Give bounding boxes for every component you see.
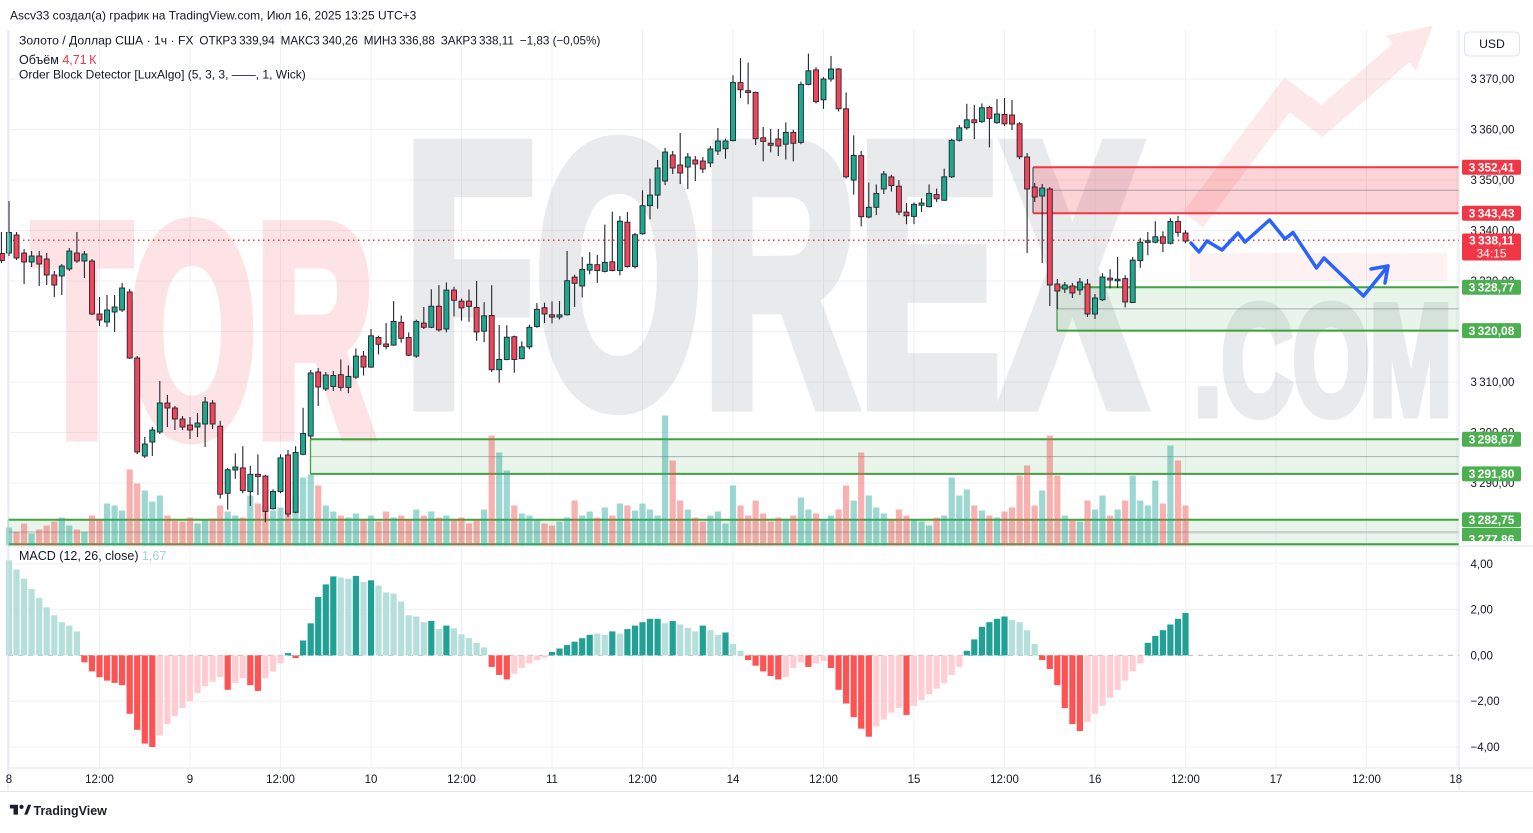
- svg-text:11: 11: [546, 774, 558, 786]
- svg-text:12:00: 12:00: [266, 774, 295, 786]
- svg-text:3 338,11: 3 338,11: [1469, 234, 1514, 248]
- svg-text:.COM: .COM: [1194, 274, 1452, 448]
- svg-text:3 352,41: 3 352,41: [1469, 161, 1515, 175]
- svg-text:4,00: 4,00: [1471, 559, 1493, 571]
- svg-text:12:00: 12:00: [809, 774, 838, 786]
- svg-text:FOREX: FOREX: [404, 66, 1145, 482]
- svg-text:MACD (12, 26, close) 1,67: MACD (12, 26, close) 1,67: [19, 549, 166, 563]
- svg-text:Ascv33 создал(а) график на Tra: Ascv33 создал(а) график на TradingView.c…: [10, 9, 417, 23]
- svg-text:12:00: 12:00: [85, 774, 114, 786]
- svg-text:17: 17: [1270, 774, 1283, 786]
- svg-text:16: 16: [1089, 774, 1102, 786]
- svg-text:−4,00: −4,00: [1471, 742, 1500, 754]
- svg-text:3 360,00: 3 360,00: [1471, 125, 1515, 137]
- svg-text:12:00: 12:00: [628, 774, 657, 786]
- svg-text:2,00: 2,00: [1471, 605, 1493, 617]
- svg-text:3 291,80: 3 291,80: [1469, 467, 1515, 481]
- svg-text:Order Block Detector [LuxAlgo]: Order Block Detector [LuxAlgo] (5, 3, 3,…: [19, 68, 306, 82]
- svg-text:3 343,43: 3 343,43: [1469, 207, 1515, 221]
- svg-text:9: 9: [187, 774, 193, 786]
- svg-text:3 370,00: 3 370,00: [1471, 74, 1515, 86]
- svg-text:3 282,75: 3 282,75: [1469, 513, 1515, 527]
- svg-text:TradingView: TradingView: [34, 804, 108, 818]
- svg-text:3 350,00: 3 350,00: [1471, 175, 1515, 187]
- svg-text:10: 10: [365, 774, 378, 786]
- svg-text:USD: USD: [1479, 37, 1505, 51]
- svg-text:14: 14: [727, 774, 740, 786]
- svg-text:Золото / Доллар США · 1ч · FX: Золото / Доллар США · 1ч · FX ОТКР3 339,…: [19, 34, 600, 48]
- svg-text:12:00: 12:00: [1352, 774, 1381, 786]
- svg-text:12:00: 12:00: [990, 774, 1019, 786]
- svg-text:8: 8: [6, 774, 12, 786]
- svg-text:−2,00: −2,00: [1471, 696, 1500, 708]
- svg-text:3 310,00: 3 310,00: [1471, 377, 1515, 389]
- svg-text:12:00: 12:00: [447, 774, 476, 786]
- svg-text:3 298,67: 3 298,67: [1469, 433, 1515, 447]
- svg-text:34:15: 34:15: [1476, 247, 1506, 261]
- svg-text:Объём 4,71 К: Объём 4,71 К: [19, 53, 97, 67]
- svg-text:3 277,86: 3 277,86: [1469, 533, 1515, 547]
- svg-text:12:00: 12:00: [1171, 774, 1200, 786]
- svg-text:3 320,08: 3 320,08: [1469, 324, 1515, 338]
- svg-text:TOR: TOR: [32, 162, 374, 498]
- svg-text:18: 18: [1449, 774, 1462, 786]
- svg-text:0,00: 0,00: [1471, 650, 1493, 662]
- svg-text:15: 15: [908, 774, 921, 786]
- svg-text:3 328,77: 3 328,77: [1469, 281, 1515, 295]
